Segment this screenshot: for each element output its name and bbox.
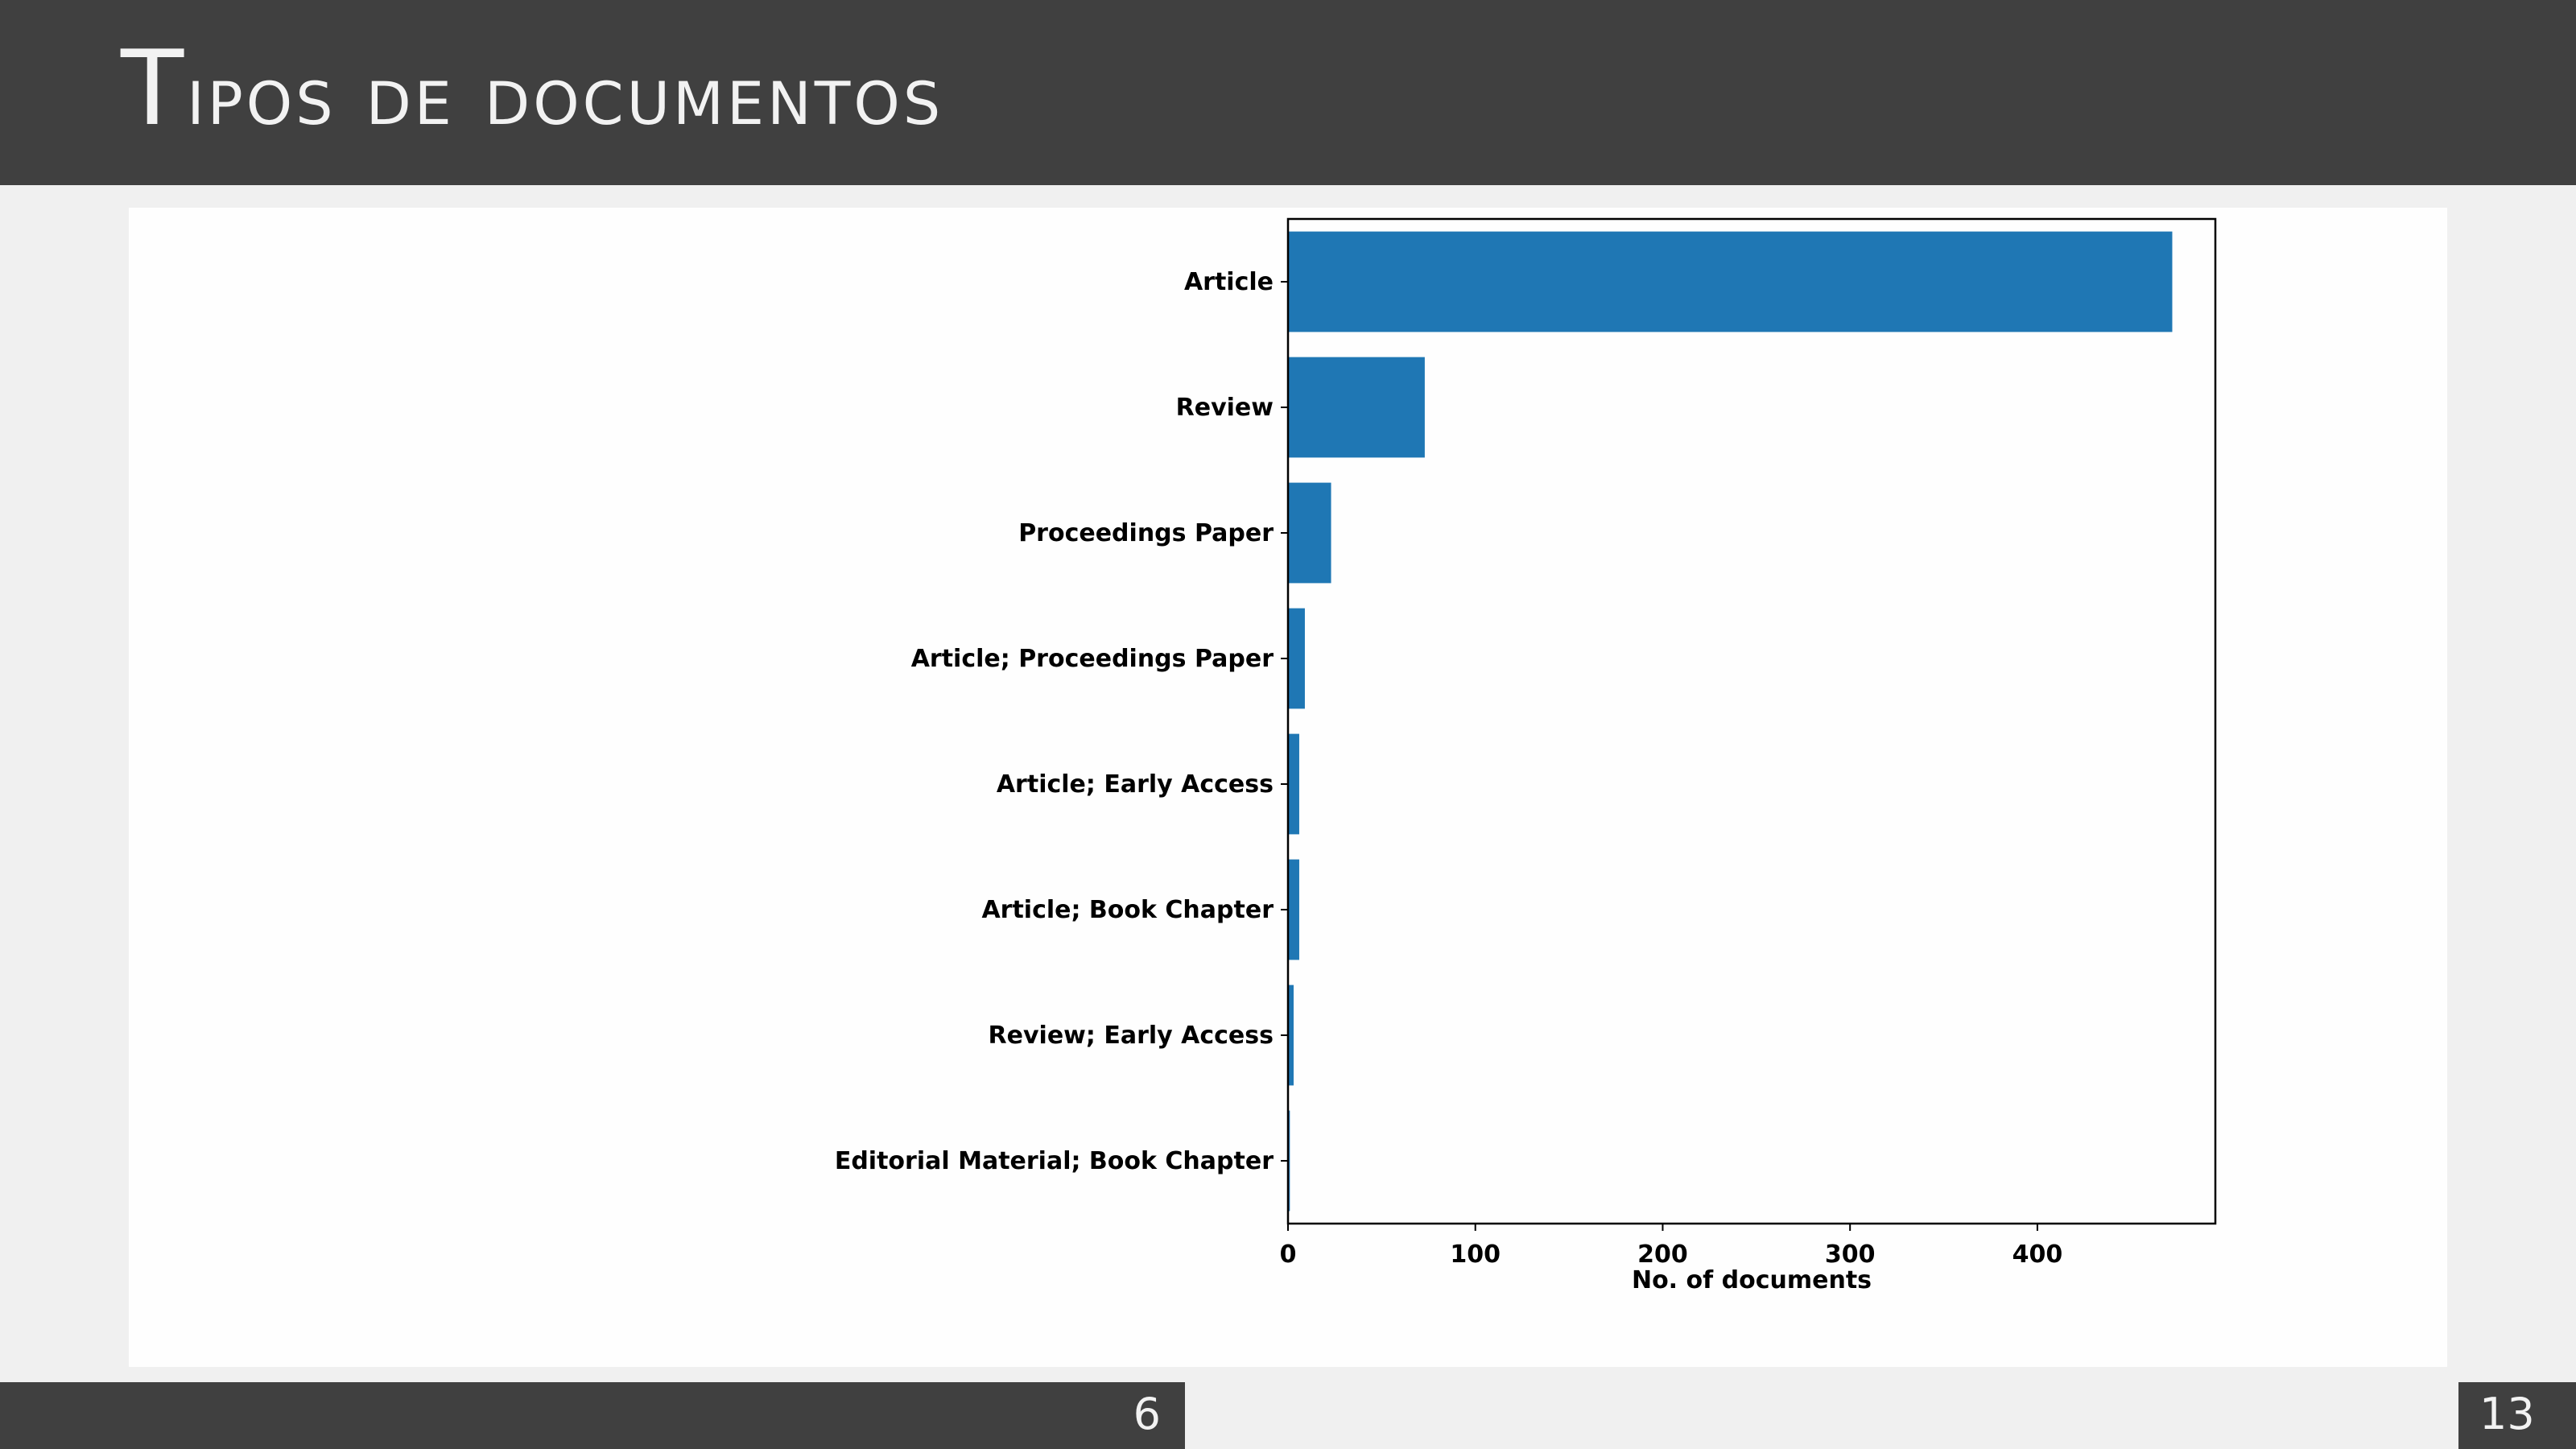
x-tick-label-2: 200	[1637, 1241, 1688, 1269]
slide-title: Tipos de documentos	[121, 29, 943, 149]
bar-0	[1288, 231, 2173, 332]
bar-2	[1288, 482, 1331, 584]
footer-bar: 6	[0, 1382, 1185, 1449]
footer-total-box: 13	[2458, 1382, 2576, 1449]
x-axis-title: No. of documents	[1632, 1266, 1872, 1294]
y-tick-label-2: Proceedings Paper	[1018, 519, 1274, 547]
figure-panel: Article Review Proceedings Paper Article; P…	[129, 208, 2447, 1367]
bars-layer	[1288, 231, 2173, 1212]
y-tick-label-5: Article; Book Chapter	[981, 896, 1274, 924]
bar-5	[1288, 859, 1299, 960]
plot-frame	[1286, 217, 2217, 1225]
x-tick-label-4: 400	[2013, 1241, 2063, 1269]
slide-title-initial: T	[121, 29, 188, 149]
slide-title-rest: ipos de documentos	[187, 46, 944, 144]
y-tick-label-0: Article	[1184, 268, 1274, 296]
y-tick-label-1: Review	[1176, 394, 1274, 422]
x-tick-label-1: 100	[1450, 1241, 1501, 1269]
current-page-number: 6	[1133, 1389, 1161, 1439]
bar-4	[1288, 733, 1299, 835]
bar-chart: Article Review Proceedings Paper Article; P…	[835, 217, 2217, 1294]
total-pages-number: 13	[2479, 1389, 2535, 1439]
y-tick-label-7: Editorial Material; Book Chapter	[835, 1147, 1274, 1175]
slide-header: Tipos de documentos	[0, 0, 2576, 185]
y-tick-label-3: Article; Proceedings Paper	[911, 645, 1274, 673]
x-tick-label-3: 300	[1825, 1241, 1876, 1269]
x-tick-label-0: 0	[1280, 1241, 1297, 1269]
bar-1	[1288, 357, 1425, 458]
y-tick-label-6: Review; Early Access	[989, 1022, 1274, 1050]
y-tick-label-4: Article; Early Access	[997, 770, 1274, 799]
bar-3	[1288, 608, 1305, 709]
x-ticks: 0 100 200 300 400	[1280, 1224, 2063, 1269]
y-ticks: Article Review Proceedings Paper Article; P…	[835, 268, 1288, 1175]
bar-6	[1288, 985, 1294, 1086]
